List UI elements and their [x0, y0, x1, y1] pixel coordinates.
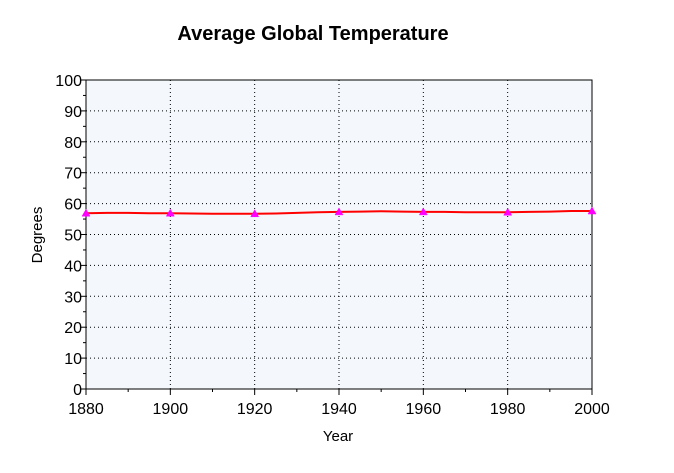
y-tick-label: 20 [64, 320, 82, 337]
x-tick-label: 1980 [490, 401, 526, 418]
y-tick-label: 50 [64, 228, 82, 245]
x-tick-label: 1920 [237, 401, 273, 418]
x-tick-label: 1900 [153, 401, 189, 418]
chart-title: Average Global Temperature [177, 23, 448, 45]
x-tick-label: 2000 [574, 401, 610, 418]
x-axis-label: Year [323, 428, 353, 445]
data-point-marker [81, 208, 91, 217]
y-tick-label: 10 [64, 351, 82, 368]
y-tick-label: 100 [55, 73, 82, 90]
y-tick-label: 60 [64, 197, 82, 214]
data-point-marker [165, 208, 175, 217]
y-axis-label: Degrees [29, 207, 46, 264]
x-tick-label: 1880 [68, 401, 104, 418]
y-tick-label: 90 [64, 104, 82, 121]
x-tick-label: 1960 [406, 401, 442, 418]
y-tick-label: 70 [64, 166, 82, 183]
data-point-marker [418, 207, 428, 216]
y-tick-label: 80 [64, 135, 82, 152]
y-tick-label: 30 [64, 289, 82, 306]
x-tick-label: 1940 [321, 401, 357, 418]
data-point-marker [250, 209, 260, 218]
y-tick-label: 40 [64, 258, 82, 275]
data-point-marker [503, 207, 513, 216]
y-tick-label: 0 [73, 382, 82, 399]
data-point-marker [334, 207, 344, 216]
data-point-marker [587, 206, 597, 215]
